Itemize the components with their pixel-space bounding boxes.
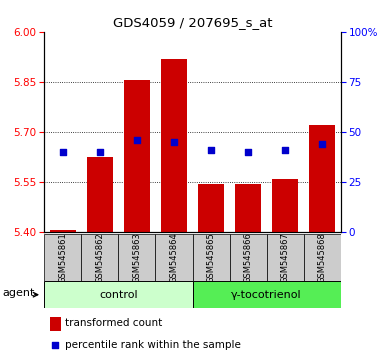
Bar bbox=[87, 157, 113, 232]
Text: GSM545863: GSM545863 bbox=[132, 232, 141, 283]
Bar bbox=[235, 183, 261, 232]
Title: GDS4059 / 207695_s_at: GDS4059 / 207695_s_at bbox=[113, 16, 272, 29]
Text: GSM545864: GSM545864 bbox=[169, 232, 179, 283]
Point bbox=[208, 147, 214, 153]
Text: GSM545862: GSM545862 bbox=[95, 232, 104, 283]
Bar bbox=[50, 230, 76, 232]
Text: GSM545861: GSM545861 bbox=[58, 232, 67, 283]
Point bbox=[245, 149, 251, 155]
Point bbox=[171, 139, 177, 145]
Point bbox=[97, 149, 103, 155]
Bar bbox=[192, 281, 341, 308]
Text: GSM545867: GSM545867 bbox=[281, 232, 290, 283]
Text: γ-tocotrienol: γ-tocotrienol bbox=[231, 290, 302, 300]
Point bbox=[52, 342, 58, 348]
Bar bbox=[44, 234, 81, 281]
Point bbox=[319, 141, 325, 147]
FancyArrowPatch shape bbox=[33, 292, 38, 297]
Text: GSM545865: GSM545865 bbox=[206, 232, 216, 283]
Bar bbox=[119, 234, 156, 281]
Bar bbox=[309, 125, 335, 232]
Point bbox=[282, 147, 288, 153]
Bar bbox=[161, 58, 187, 232]
Bar bbox=[156, 234, 192, 281]
Bar bbox=[81, 234, 119, 281]
Point bbox=[60, 149, 66, 155]
Bar bbox=[304, 234, 341, 281]
Bar bbox=[267, 234, 304, 281]
Bar bbox=[192, 234, 229, 281]
Bar bbox=[50, 317, 60, 331]
Text: GSM545868: GSM545868 bbox=[318, 232, 327, 283]
Point bbox=[134, 137, 140, 143]
Bar bbox=[229, 234, 266, 281]
Text: percentile rank within the sample: percentile rank within the sample bbox=[65, 339, 241, 350]
Bar bbox=[44, 281, 192, 308]
Text: agent: agent bbox=[2, 289, 35, 298]
Text: GSM545866: GSM545866 bbox=[244, 232, 253, 283]
Bar bbox=[272, 178, 298, 232]
Text: transformed count: transformed count bbox=[65, 318, 162, 329]
Bar bbox=[198, 183, 224, 232]
Bar bbox=[124, 80, 150, 232]
Text: control: control bbox=[99, 290, 138, 300]
